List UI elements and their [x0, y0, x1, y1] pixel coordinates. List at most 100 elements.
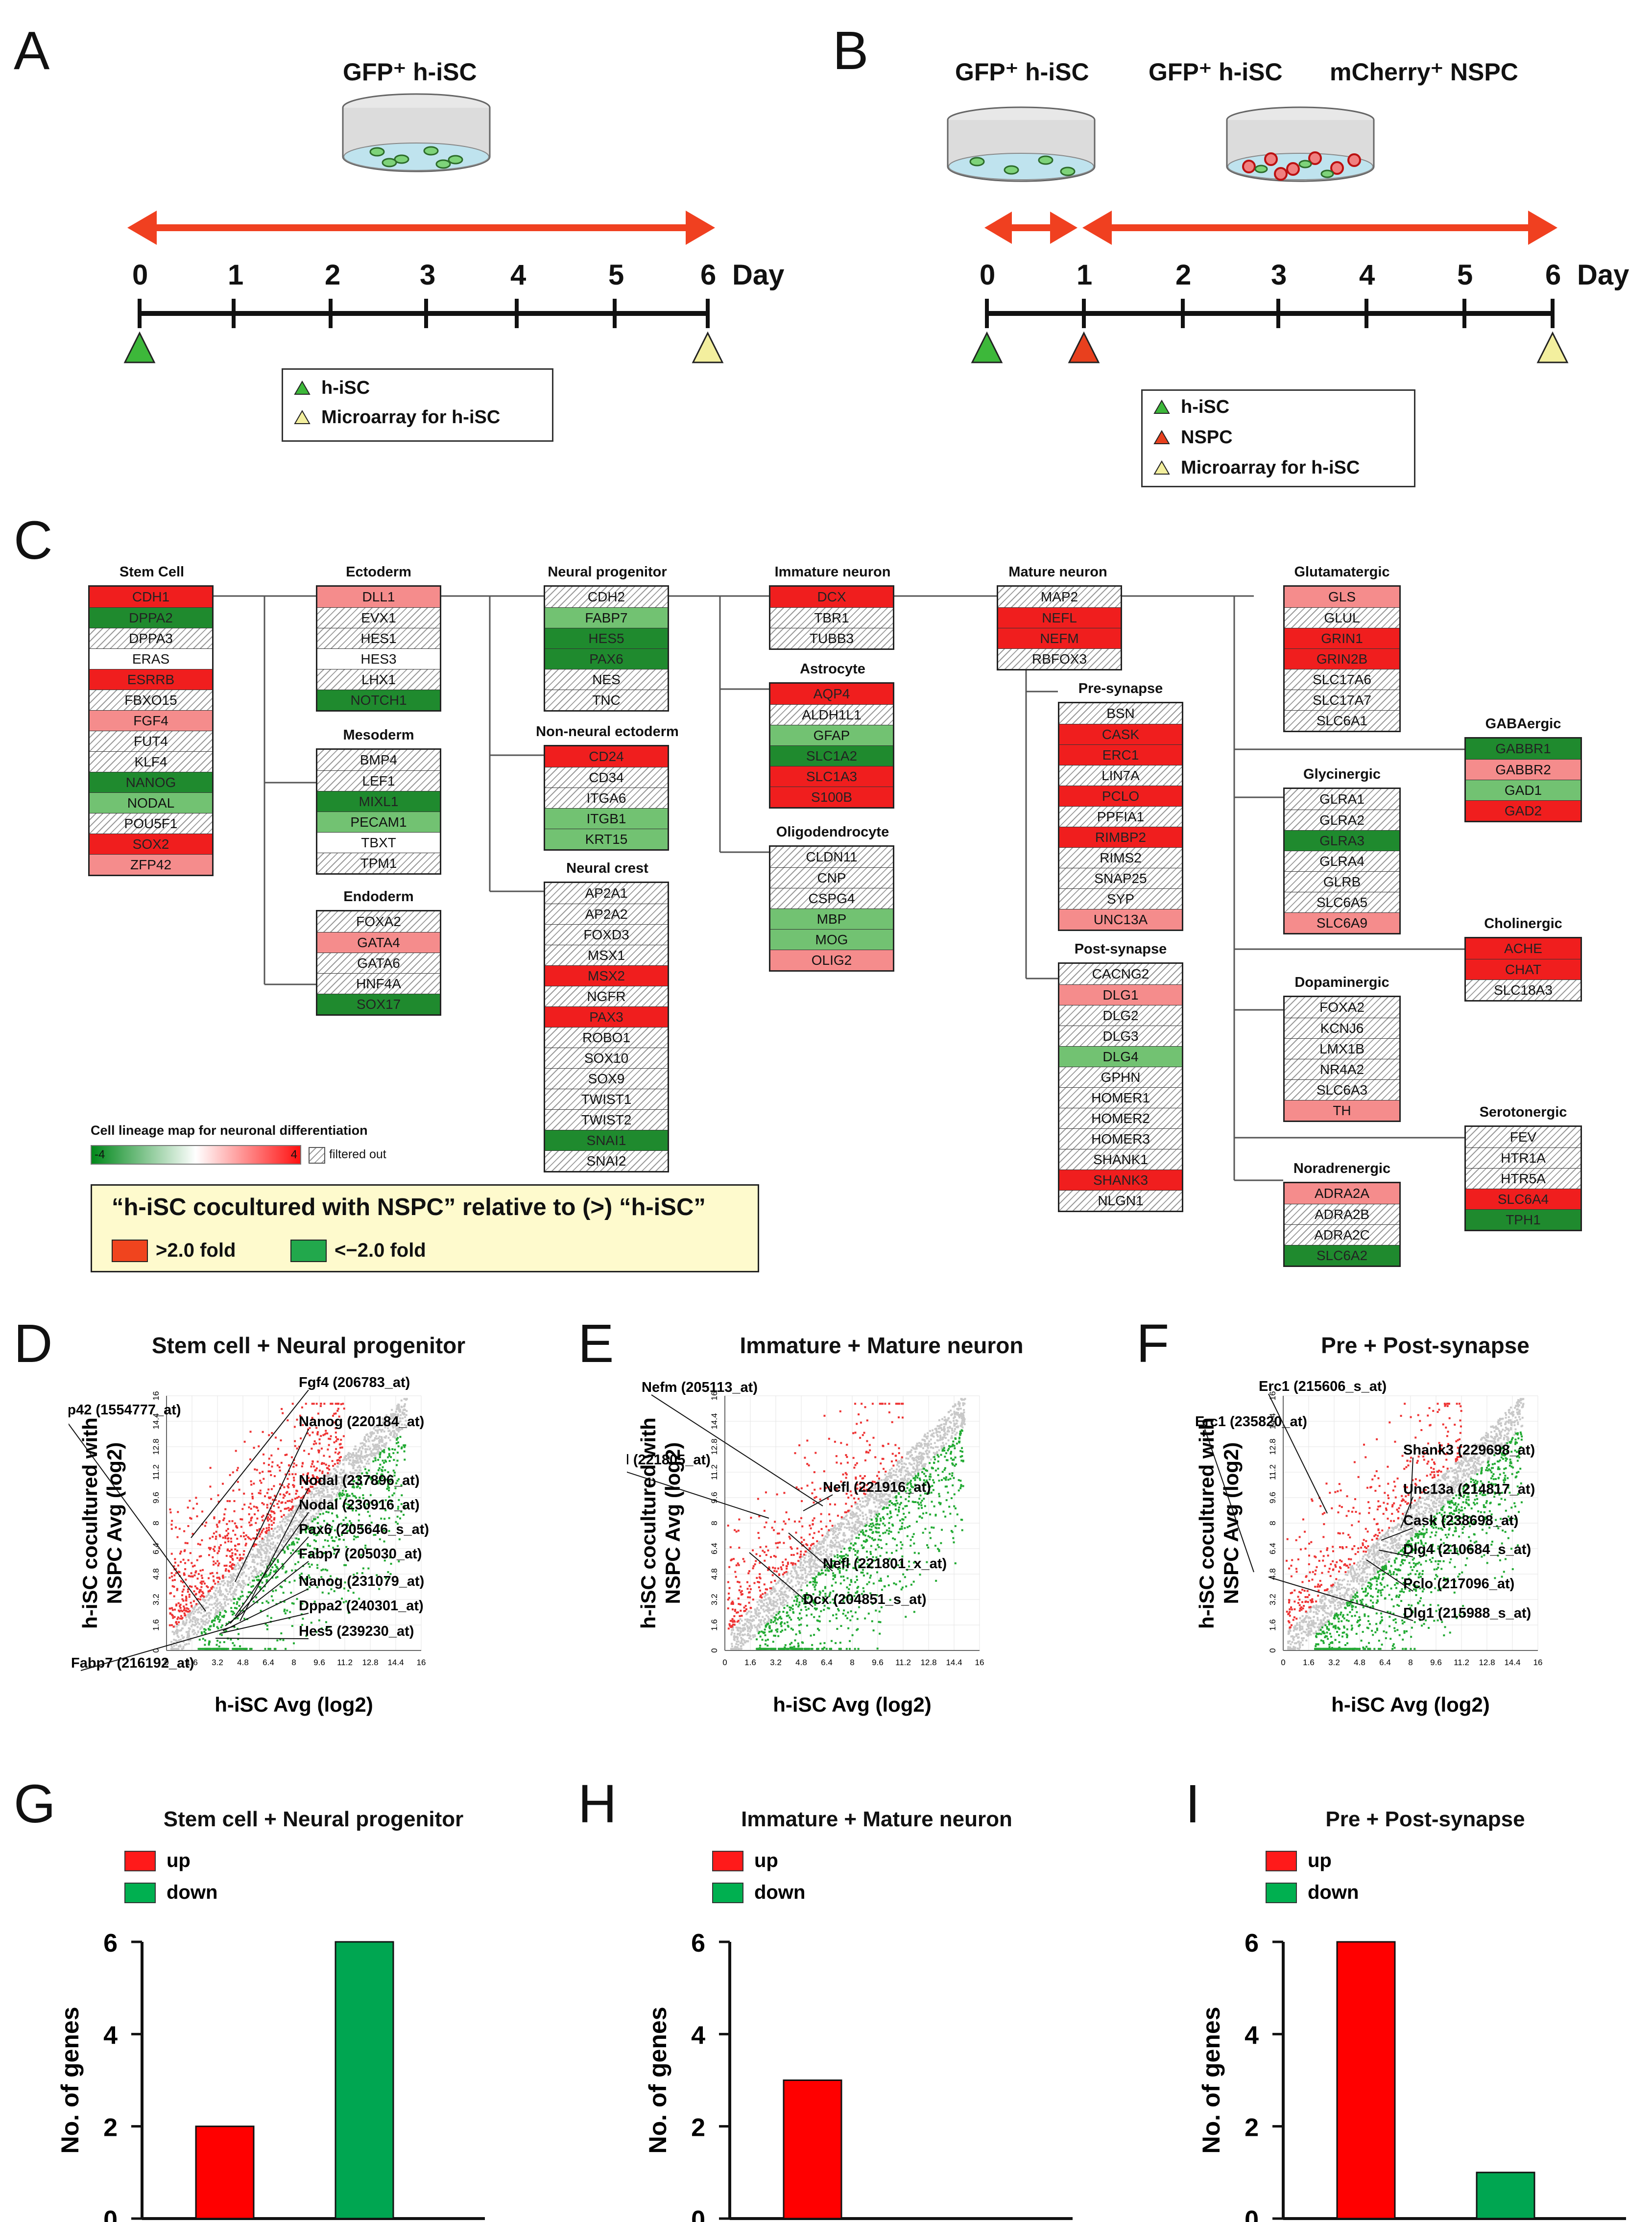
scatter-x-label: h-iSC Avg (log2) [773, 1693, 932, 1716]
point-unchanged [933, 1452, 935, 1454]
point-unchanged [962, 1404, 964, 1407]
point-unchanged [237, 1562, 239, 1564]
point-unchanged [299, 1525, 301, 1528]
point-unchanged [927, 1435, 929, 1437]
point-unchanged [199, 1627, 202, 1629]
point-unchanged [873, 1487, 875, 1489]
point-unchanged [930, 1446, 933, 1448]
point-unchanged [811, 1556, 813, 1559]
point-unchanged [832, 1537, 835, 1539]
point-unchanged [861, 1521, 863, 1523]
point-up [191, 1562, 193, 1564]
point-up [343, 1408, 345, 1410]
point-up [261, 1537, 263, 1540]
point-unchanged [399, 1417, 401, 1419]
gene-cell: GLRA3 [1285, 830, 1399, 851]
point-up [307, 1477, 310, 1479]
point-unchanged [197, 1618, 199, 1621]
point-up [204, 1525, 206, 1527]
point-down [294, 1563, 297, 1565]
point-up [284, 1495, 286, 1497]
point-up [179, 1553, 181, 1555]
point-unchanged [234, 1588, 237, 1591]
point-unchanged [195, 1623, 197, 1625]
point-up [337, 1453, 339, 1455]
point-unchanged [896, 1460, 899, 1463]
point-unchanged [934, 1442, 936, 1444]
point-unchanged [819, 1543, 821, 1545]
point-unchanged [210, 1612, 212, 1615]
point-down [305, 1577, 307, 1580]
point-up [283, 1486, 286, 1488]
point-down [315, 1548, 318, 1550]
point-unchanged [752, 1634, 754, 1637]
point-up [176, 1588, 178, 1590]
point-unchanged [264, 1559, 266, 1562]
point-down [951, 1475, 953, 1477]
point-up [197, 1598, 199, 1600]
point-unchanged [819, 1551, 822, 1553]
point-unchanged [271, 1555, 273, 1557]
point-unchanged [834, 1546, 836, 1548]
point-up [333, 1412, 335, 1415]
point-unchanged [192, 1616, 195, 1619]
gene-cell: FABP7 [545, 607, 668, 628]
point-down [339, 1497, 341, 1500]
point-down [341, 1492, 344, 1495]
point-down [272, 1599, 274, 1601]
point-down [822, 1598, 824, 1601]
point-unchanged [810, 1560, 813, 1563]
point-unchanged [308, 1492, 311, 1494]
point-down [370, 1521, 373, 1524]
point-up [338, 1415, 340, 1418]
point-up [829, 1520, 832, 1522]
point-unchanged [399, 1429, 401, 1431]
point-up [194, 1571, 197, 1574]
point-unchanged [875, 1495, 877, 1498]
point-down [367, 1567, 370, 1570]
point-down [394, 1487, 397, 1489]
point-down [270, 1569, 272, 1572]
point-up [811, 1481, 814, 1484]
point-up [735, 1564, 738, 1567]
point-up [729, 1620, 732, 1622]
point-unchanged [896, 1476, 899, 1478]
point-down [218, 1621, 220, 1623]
point-up [806, 1463, 809, 1465]
point-unchanged [197, 1602, 200, 1605]
gene-cell: HES3 [317, 648, 440, 669]
point-up [200, 1555, 202, 1557]
point-up [309, 1434, 311, 1436]
point-down [790, 1619, 792, 1621]
x-tick-label: 16 [417, 1658, 426, 1667]
point-up [341, 1446, 343, 1449]
point-unchanged [733, 1638, 735, 1641]
point-unchanged [287, 1534, 289, 1537]
point-unchanged [737, 1626, 739, 1629]
point-down [379, 1452, 382, 1454]
point-up [820, 1520, 822, 1523]
point-down [839, 1582, 842, 1585]
point-unchanged [810, 1567, 812, 1570]
point-unchanged [198, 1607, 200, 1609]
point-up [727, 1627, 730, 1630]
point-up [741, 1615, 743, 1617]
point-unchanged [291, 1515, 294, 1518]
point-unchanged [906, 1470, 909, 1473]
point-unchanged [396, 1416, 399, 1419]
point-down [381, 1474, 383, 1476]
point-unchanged [373, 1427, 375, 1430]
point-unchanged [805, 1576, 808, 1578]
point-up [765, 1491, 767, 1494]
point-unchanged [390, 1415, 392, 1417]
point-unchanged [848, 1526, 850, 1529]
point-unchanged [823, 1537, 826, 1540]
point-up [331, 1403, 334, 1405]
point-down [299, 1550, 302, 1552]
point-up [839, 1410, 841, 1412]
point-unchanged [353, 1455, 356, 1457]
point-unchanged [213, 1602, 215, 1605]
point-up [730, 1602, 733, 1605]
point-down [396, 1437, 399, 1439]
point-unchanged [755, 1617, 757, 1619]
